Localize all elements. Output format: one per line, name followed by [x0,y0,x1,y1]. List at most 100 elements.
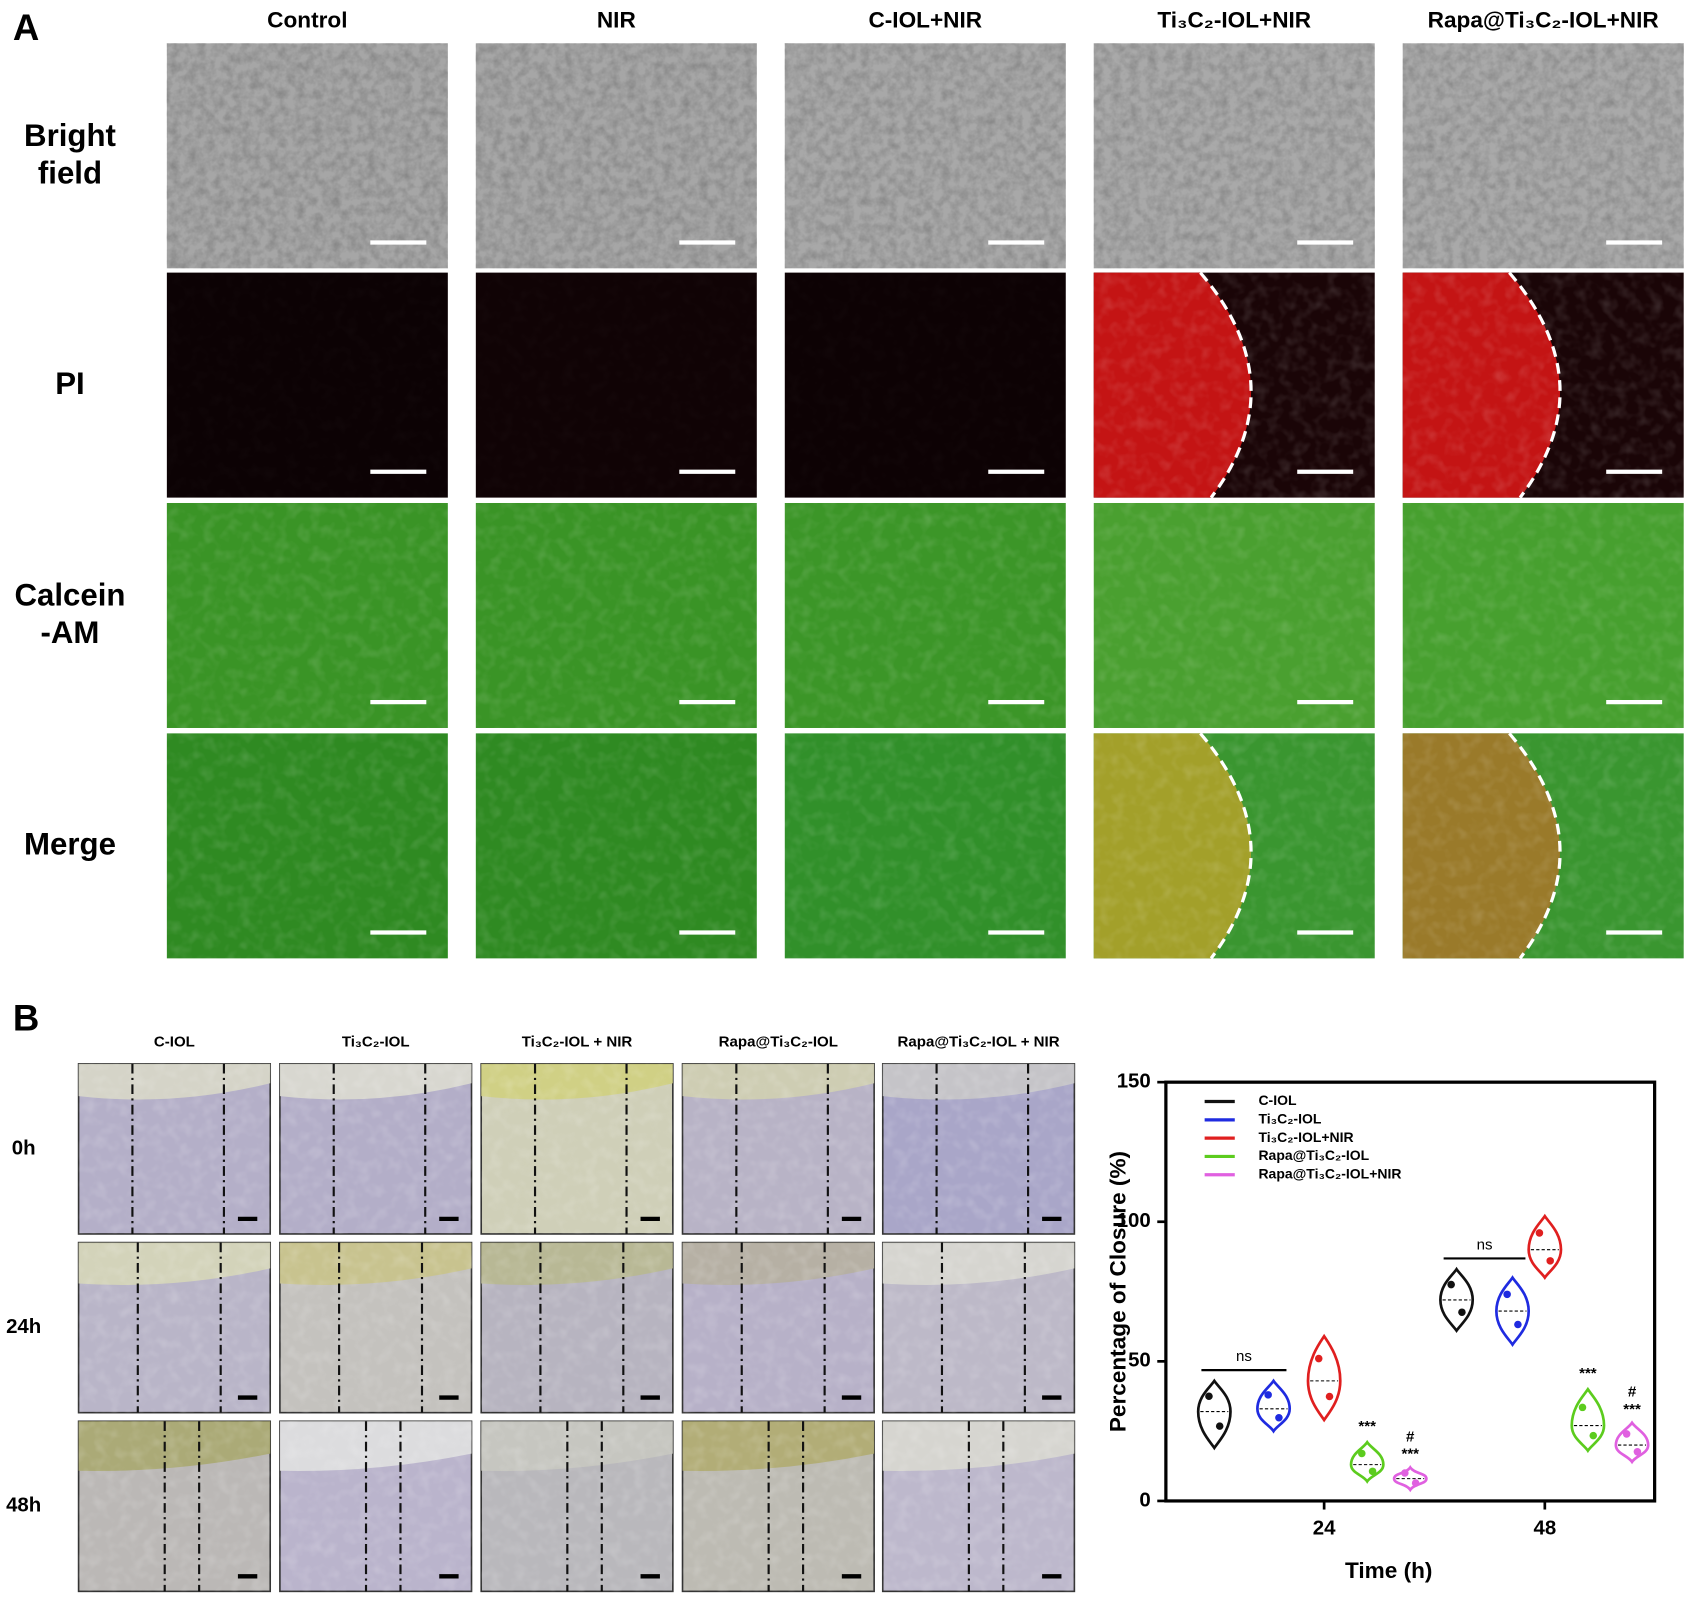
legend-label: Ti₃C₂-IOL [1258,1111,1321,1127]
column-header: Ti₃C₂-IOL [342,1033,410,1050]
data-point [1205,1392,1213,1401]
texture [682,1063,875,1234]
texture [166,733,448,959]
column-header: Rapa@Ti₃C₂-IOL+NIR [1428,8,1659,33]
texture [882,1063,1075,1234]
violin [1614,1420,1650,1465]
significance: # [1628,1384,1637,1401]
column-header: Control [267,8,347,33]
violin [1349,1439,1385,1484]
data-point [1314,1354,1323,1363]
y-axis-label: Percentage of Closure (%) [1106,1151,1131,1432]
violin [1570,1386,1606,1454]
row-label: 0h [12,1136,36,1159]
texture [475,733,757,959]
plot-frame [1164,1080,1657,1503]
panel-label: A [13,7,39,48]
texture [279,1421,472,1592]
legend-label: Ti₃C₂-IOL+NIR [1258,1129,1353,1145]
y-tick-label: 100 [1117,1209,1151,1232]
data-point [1503,1290,1511,1299]
texture [1093,733,1375,959]
data-point [1622,1430,1631,1438]
data-point [1325,1392,1334,1401]
violin [1495,1275,1531,1348]
x-tick-label: 24 [1313,1516,1336,1539]
x-axis-label: Time (h) [1345,1558,1432,1583]
data-point [1275,1413,1283,1422]
boundary-line [1508,271,1562,499]
ns-label: ns [1236,1348,1252,1365]
violin [1527,1213,1563,1281]
row-label: PI [55,366,84,401]
row-label: Calcein [14,577,125,612]
significance: *** [1579,1365,1597,1382]
data-point [1633,1448,1642,1456]
violin [1306,1333,1342,1423]
data-point [1264,1391,1272,1399]
data-point [1358,1449,1366,1458]
significance: *** [1358,1418,1376,1435]
data-point [1215,1422,1224,1430]
texture [475,502,757,728]
texture [882,1242,1075,1413]
texture [166,502,448,728]
data-point [1458,1308,1466,1316]
texture [1093,272,1375,498]
column-header: C-IOL [154,1033,195,1050]
row-label: Bright [24,118,116,153]
data-point [1401,1469,1409,1477]
violin [1196,1378,1232,1451]
texture [1093,43,1375,269]
texture [1402,43,1684,269]
texture [475,43,757,269]
panel-label: B [13,997,39,1038]
texture [1402,502,1684,728]
legend-label: Rapa@Ti₃C₂-IOL [1258,1147,1369,1163]
data-point [1368,1467,1377,1476]
y-tick-label: 150 [1117,1070,1151,1093]
texture [682,1421,875,1592]
data-point [1514,1320,1522,1329]
texture [682,1242,875,1413]
texture [1402,272,1684,498]
column-header: Ti₃C₂-IOL+NIR [1157,8,1311,33]
data-point [1411,1479,1420,1487]
column-header: Rapa@Ti₃C₂-IOL [719,1033,838,1050]
row-label: Merge [24,827,116,862]
texture [279,1242,472,1413]
y-tick-label: 0 [1139,1488,1150,1511]
texture [166,43,448,269]
significance: *** [1401,1446,1419,1463]
data-point [1535,1229,1544,1237]
row-label: 48h [6,1494,41,1517]
row-label: 24h [6,1315,41,1338]
column-header: NIR [597,8,636,33]
violin-chart: 0 50 100 150 24 48 Time (h) Percentage of Closu… [1106,1070,1657,1583]
significance: *** [1623,1401,1641,1418]
significance: # [1406,1428,1415,1445]
texture [475,272,757,498]
violin [1256,1378,1292,1434]
ns-label: ns [1477,1237,1493,1254]
legend-label: Rapa@Ti₃C₂-IOL+NIR [1258,1165,1401,1181]
texture [784,272,1066,498]
data-point [1589,1431,1598,1440]
row-label: field [38,155,102,190]
texture [279,1063,472,1234]
y-tick-label: 50 [1128,1349,1151,1372]
data-point [1578,1403,1587,1412]
column-header: Rapa@Ti₃C₂-IOL + NIR [898,1033,1060,1050]
texture [78,1063,271,1234]
texture [784,733,1066,959]
texture [1402,733,1684,959]
violin [1392,1465,1428,1493]
texture [784,502,1066,728]
texture [481,1242,673,1413]
boundary-line [1508,732,1562,960]
x-tick-label: 48 [1533,1516,1556,1539]
texture [1093,502,1375,728]
texture [882,1421,1075,1592]
